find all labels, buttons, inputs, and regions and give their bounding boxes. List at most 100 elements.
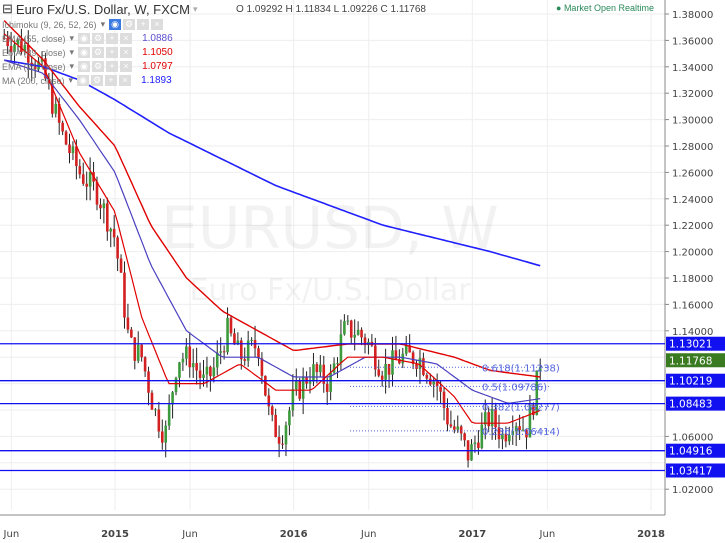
eye-icon[interactable]: ◉ [78, 61, 91, 72]
candle-body [119, 258, 123, 273]
ema21-line [3, 33, 541, 424]
candle-body [143, 357, 147, 372]
indicator-buttons[interactable]: ◉ ⚙ + × [78, 33, 134, 44]
plus-icon[interactable]: + [105, 75, 118, 86]
close-icon[interactable]: × [120, 47, 133, 58]
plus-icon[interactable]: + [106, 47, 119, 58]
price-level-label: 1.11768 [669, 355, 712, 367]
close-icon[interactable]: × [120, 61, 133, 72]
candle-body [477, 442, 480, 449]
price-label-box [666, 353, 725, 368]
chevron-down-icon[interactable]: ▾ [68, 75, 74, 85]
candle-body [243, 359, 247, 361]
candle-body [288, 410, 291, 426]
candle-body [150, 392, 154, 410]
gear-icon[interactable]: ⚙ [123, 19, 136, 30]
chevron-down-icon[interactable]: ▾ [69, 61, 75, 71]
indicator-buttons[interactable]: ◉ ⚙ + × [109, 19, 165, 30]
candle-body [44, 58, 47, 79]
fib-label: 0.618(1.11238) [482, 363, 560, 374]
indicator-row[interactable]: EMA (21, close) ▾ ◉ ⚙ + × 1.0797 [2, 60, 173, 73]
indicator-row[interactable]: Ichimoku (9, 26, 52, 26) ▾ ◉ ⚙ + × [2, 18, 165, 31]
plus-icon[interactable]: + [106, 33, 119, 44]
indicator-label[interactable]: Ichimoku (9, 26, 52, 26) [2, 19, 97, 30]
indicator-row[interactable]: EMA (55, close) ▾ ◉ ⚙ + × 1.0886 [2, 32, 173, 45]
ma200-line [4, 59, 541, 267]
gear-icon[interactable]: ⚙ [92, 47, 105, 58]
indicator-buttons[interactable]: ◉ ⚙ + × [78, 61, 134, 72]
collapse-icon[interactable]: ⊟ [2, 1, 13, 16]
chevron-down-icon[interactable]: ▾ [69, 47, 75, 57]
close-icon[interactable]: × [120, 33, 133, 44]
chart-title: ⊟ Euro Fx/U.S. Dollar, W, FXCM ▾ [2, 1, 198, 17]
candle-body [453, 426, 456, 430]
eye-icon[interactable]: ◉ [77, 75, 90, 86]
candle-body [212, 367, 216, 377]
indicator-label[interactable]: EMA (55, close) [2, 33, 66, 44]
candle-body [188, 346, 192, 368]
price-axis-label: 1.28000 [672, 142, 713, 153]
gear-icon[interactable]: ⚙ [92, 61, 105, 72]
indicator-label[interactable]: EMA (21, close) [2, 61, 66, 72]
candle-body [33, 65, 37, 70]
candle-body [315, 364, 319, 373]
gear-icon[interactable]: ⚙ [91, 75, 104, 86]
indicator-buttons[interactable]: ◉ ⚙ + × [78, 47, 134, 58]
candle-body [411, 352, 415, 364]
indicator-buttons[interactable]: ◉ ⚙ + × [77, 75, 133, 86]
price-axis-label: 1.22000 [672, 221, 713, 232]
eye-icon[interactable]: ◉ [109, 19, 122, 30]
indicator-row[interactable]: EMA (89, close) ▾ ◉ ⚙ + × 1.1050 [2, 46, 173, 59]
candle-body [106, 203, 109, 232]
price-axis-label: 1.26000 [672, 168, 713, 179]
candle-body [387, 363, 391, 375]
candle-body [377, 369, 381, 376]
candle-body [439, 386, 442, 392]
close-icon[interactable]: × [151, 19, 164, 30]
candle-body [294, 381, 298, 390]
candle-body [75, 146, 78, 167]
candle-body [339, 334, 343, 364]
candle-body [349, 320, 353, 338]
chevron-down-icon[interactable]: ▾ [193, 3, 198, 14]
indicator-label[interactable]: EMA (89, close) [2, 47, 66, 58]
price-level-label: 1.10219 [669, 376, 712, 388]
candle-body [483, 412, 487, 425]
indicator-value: 1.0797 [142, 61, 173, 72]
candle-body [198, 370, 202, 378]
indicator-label[interactable]: MA (200, close) [2, 75, 65, 86]
close-icon[interactable]: × [119, 75, 132, 86]
candle-body [130, 329, 133, 338]
candle-body [185, 346, 188, 359]
candle-body [528, 405, 532, 438]
price-axis-label: 1.30000 [672, 116, 713, 127]
candle-body [140, 344, 143, 358]
candle-body [85, 183, 88, 187]
candle-body [236, 340, 240, 345]
price-level-label: 1.08483 [669, 399, 712, 411]
candle-body [538, 367, 542, 371]
candle-body [246, 340, 250, 361]
chevron-down-icon[interactable]: ▾ [69, 33, 75, 43]
candle-body [504, 433, 508, 442]
chevron-down-icon[interactable]: ▾ [100, 19, 106, 29]
candle-body [154, 409, 157, 411]
plus-icon[interactable]: + [106, 61, 119, 72]
indicator-row[interactable]: MA (200, close) ▾ ◉ ⚙ + × 1.1893 [2, 74, 172, 87]
plus-icon[interactable]: + [137, 19, 150, 30]
candle-body [501, 433, 504, 440]
candle-body [332, 363, 336, 373]
candle-body [346, 320, 350, 322]
eye-icon[interactable]: ◉ [78, 47, 91, 58]
candle-body [112, 228, 116, 238]
candle-body [270, 406, 274, 415]
price-axis-label: 1.20000 [672, 248, 713, 259]
candle-body [68, 144, 71, 154]
eye-icon[interactable]: ◉ [78, 33, 91, 44]
symbol-title[interactable]: Euro Fx/U.S. Dollar, W, FXCM [15, 1, 190, 17]
candle-body [525, 429, 528, 438]
candle-body [195, 363, 198, 371]
candle-body [284, 425, 288, 445]
gear-icon[interactable]: ⚙ [92, 33, 105, 44]
